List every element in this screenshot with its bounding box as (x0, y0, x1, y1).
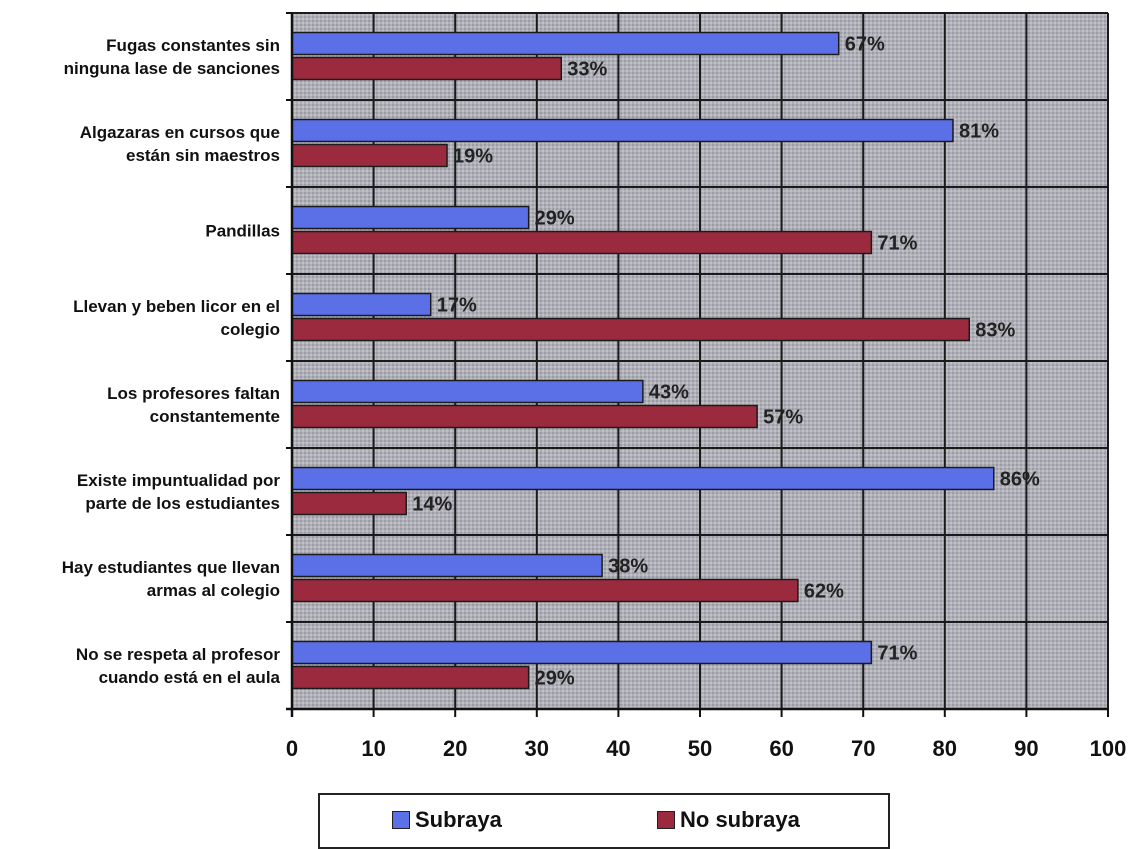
bar-subraya (291, 205, 530, 230)
bar-subraya (291, 31, 840, 56)
data-label-no-subraya: 62% (804, 581, 844, 603)
bar-no-subraya (291, 404, 758, 429)
category-label: No se respeta al profesor (76, 645, 280, 664)
labels: 67% 33% Fugas constantes sin ninguna lase d… (62, 34, 1127, 762)
x-tick-label: 20 (443, 736, 467, 761)
x-tick-label: 60 (769, 736, 793, 761)
data-label-subraya: 67% (845, 34, 885, 56)
data-label-subraya: 81% (959, 121, 999, 143)
bar-no-subraya (291, 491, 407, 516)
legend-item-no-subraya: No subraya (657, 807, 800, 833)
x-tick-label: 70 (851, 736, 875, 761)
x-tick-label: 40 (606, 736, 630, 761)
axes (286, 12, 1109, 717)
legend: Subraya No subraya (318, 793, 890, 849)
data-label-no-subraya: 71% (877, 233, 917, 255)
bar-no-subraya (291, 143, 448, 168)
category-label: Llevan y beben licor en el (73, 297, 280, 316)
category-label: Existe impuntualidad por (77, 471, 280, 490)
bar-subraya (291, 466, 995, 491)
category-label: cuando está en el aula (99, 668, 281, 687)
category-label: Los profesores faltan (107, 384, 280, 403)
data-label-no-subraya: 14% (412, 494, 452, 516)
category-label: Pandillas (205, 222, 280, 241)
category-label: están sin maestros (126, 146, 280, 165)
data-label-subraya: 29% (535, 208, 575, 230)
x-tick-label: 30 (525, 736, 549, 761)
legend-label-subraya: Subraya (415, 807, 502, 832)
x-tick-label: 80 (933, 736, 957, 761)
category-label: ninguna lase de sanciones (64, 59, 280, 78)
data-label-subraya: 38% (608, 556, 648, 578)
category-label: colegio (220, 320, 280, 339)
data-label-subraya: 71% (877, 643, 917, 665)
category-label: Fugas constantes sin (106, 36, 280, 55)
legend-label-no-subraya: No subraya (680, 807, 800, 832)
x-tick-label: 0 (286, 736, 298, 761)
data-label-no-subraya: 29% (535, 668, 575, 690)
category-label: Hay estudiantes que llevan (62, 558, 280, 577)
bar-subraya (291, 553, 603, 578)
bar-subraya (291, 640, 873, 665)
legend-swatch-no-subraya (657, 811, 675, 829)
bar-subraya (291, 379, 644, 404)
data-label-subraya: 86% (1000, 469, 1040, 491)
bar-no-subraya (291, 230, 873, 255)
category-label: parte de los estudiantes (85, 494, 280, 513)
data-label-no-subraya: 57% (763, 407, 803, 429)
data-label-no-subraya: 33% (567, 59, 607, 81)
data-label-no-subraya: 83% (975, 320, 1015, 342)
bar-subraya (291, 118, 954, 143)
category-label: constantemente (150, 407, 280, 426)
x-tick-label: 100 (1090, 736, 1127, 761)
bar-no-subraya (291, 578, 799, 603)
x-tick-label: 50 (688, 736, 712, 761)
x-tick-label: 90 (1014, 736, 1038, 761)
legend-swatch-subraya (392, 811, 410, 829)
bar-no-subraya (291, 56, 563, 81)
category-label: Algazaras en cursos que (80, 123, 280, 142)
x-tick-label: 10 (361, 736, 385, 761)
data-label-subraya: 17% (437, 295, 477, 317)
legend-item-subraya: Subraya (392, 807, 502, 833)
bar-no-subraya (291, 317, 971, 342)
bar-no-subraya (291, 665, 530, 690)
data-label-no-subraya: 19% (453, 146, 493, 168)
data-label-subraya: 43% (649, 382, 689, 404)
bar-subraya (291, 292, 432, 317)
category-label: armas al colegio (147, 581, 280, 600)
